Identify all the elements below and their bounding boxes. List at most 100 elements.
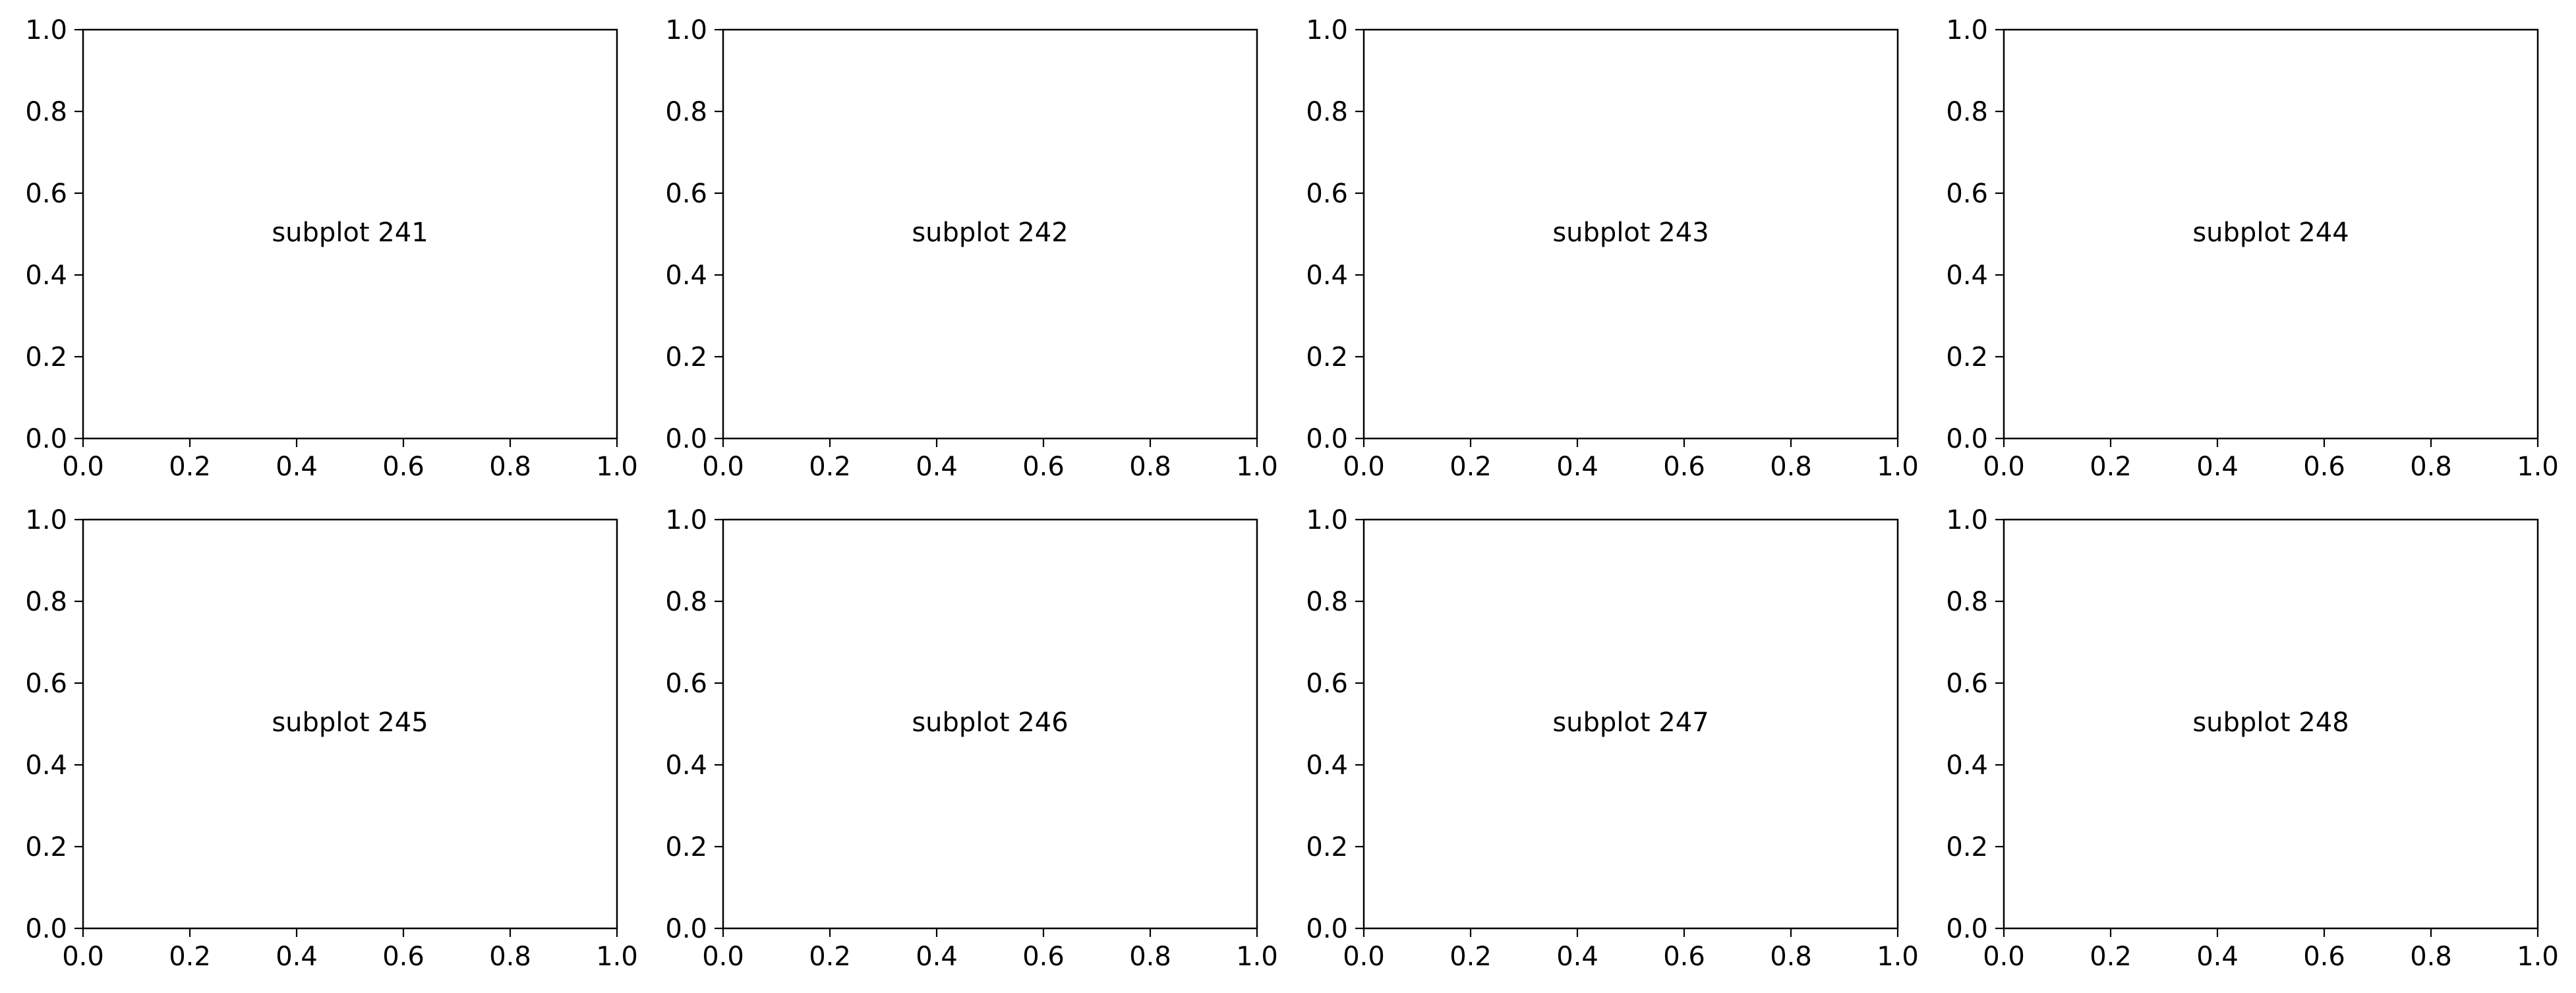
y-tick-label: 0.8	[1946, 587, 1988, 617]
x-tick-label: 0.4	[276, 942, 318, 972]
axes-3: 0.0 0.2 0.4 0.6 0.8 1.0 0.0 0.2 0.4 0.6 0.8 1.0 subp…	[1306, 15, 1918, 482]
y-tick-label: 1.0	[665, 505, 707, 535]
x-tick-label: 1.0	[2517, 452, 2559, 482]
x-tick-label: 0.8	[1129, 452, 1171, 482]
y-tick-label: 0.8	[1306, 587, 1348, 617]
x-tick-label: 0.4	[2196, 452, 2239, 482]
x-tick-label: 0.6	[382, 942, 424, 972]
y-tick-label: 0.4	[1306, 750, 1348, 781]
x-tick-label: 1.0	[596, 942, 638, 972]
axes-8: 0.0 0.2 0.4 0.6 0.8 1.0 0.0 0.2 0.4 0.6 0.8 1.0 subp…	[1946, 505, 2558, 972]
y-tick-label: 0.4	[25, 750, 67, 781]
axes-4: 0.0 0.2 0.4 0.6 0.8 1.0 0.0 0.2 0.4 0.6 0.8 1.0 subp…	[1946, 15, 2558, 482]
x-tick-label: 0.4	[276, 452, 318, 482]
subplot-annotation: subplot 244	[2192, 218, 2349, 248]
x-tick-label: 0.6	[1022, 452, 1065, 482]
x-tick-label: 0.8	[1770, 452, 1812, 482]
x-tick-label: 0.2	[1449, 942, 1492, 972]
x-tick-label: 0.6	[1022, 942, 1065, 972]
y-tick-label: 0.2	[665, 342, 707, 373]
y-tick-label: 0.8	[25, 587, 67, 617]
y-tick-label: 0.4	[1946, 750, 1988, 781]
x-tick-label: 0.8	[2410, 452, 2452, 482]
x-tick-label: 0.2	[2090, 942, 2132, 972]
y-tick-label: 0.8	[1946, 97, 1988, 127]
subplot-annotation: subplot 247	[1552, 707, 1709, 738]
axes-frame	[2003, 518, 2539, 930]
y-tick-label: 0.2	[1946, 832, 1988, 862]
x-tick-label: 0.0	[1343, 452, 1385, 482]
y-tick-label: 0.8	[1306, 97, 1348, 127]
x-tick-label: 0.4	[916, 452, 958, 482]
y-tick-label: 0.6	[1306, 179, 1348, 209]
y-tick-label: 0.2	[1306, 342, 1348, 373]
x-tick-label: 1.0	[1236, 942, 1278, 972]
x-tick-label: 0.8	[1129, 942, 1171, 972]
x-tick-label: 0.8	[2410, 942, 2452, 972]
x-tick-label: 1.0	[1877, 942, 1919, 972]
x-tick-label: 0.8	[489, 452, 531, 482]
subplot-annotation: subplot 245	[272, 707, 428, 738]
x-tick-label: 0.8	[489, 942, 531, 972]
y-tick-label: 1.0	[25, 15, 67, 45]
y-tick-label: 0.0	[1306, 424, 1348, 454]
y-tick-label: 0.6	[665, 669, 707, 699]
x-tick-label: 0.0	[1983, 452, 2025, 482]
x-tick-label: 0.4	[2196, 942, 2239, 972]
y-tick-label: 0.4	[1946, 260, 1988, 291]
x-tick-label: 1.0	[1236, 452, 1278, 482]
y-tick-label: 0.2	[1946, 342, 1988, 373]
y-tick-label: 0.2	[25, 832, 67, 862]
y-tick-label: 1.0	[665, 15, 707, 45]
y-tick-label: 0.4	[1306, 260, 1348, 291]
axes-1: 0.0 0.2 0.4 0.6 0.8 1.0 0.0 0.2 0.4 0.6 0.8 1.0 subp…	[25, 15, 637, 482]
y-tick-label: 0.6	[1946, 669, 1988, 699]
y-tick-label: 0.8	[665, 587, 707, 617]
x-tick-label: 0.6	[382, 452, 424, 482]
x-tick-label: 0.8	[1770, 942, 1812, 972]
x-tick-label: 0.2	[2090, 452, 2132, 482]
y-tick-label: 0.8	[665, 97, 707, 127]
x-tick-label: 0.6	[1663, 942, 1705, 972]
y-tick-label: 0.0	[1306, 914, 1348, 944]
x-tick-label: 0.0	[1983, 942, 2025, 972]
y-tick-label: 0.6	[1946, 179, 1988, 209]
x-tick-label: 0.4	[1556, 452, 1598, 482]
axes-layer: 0.0 0.2 0.4 0.6 0.8 1.0 0.0 0.2 0.4 0.6 0.8 1.0 subp…	[25, 15, 2558, 972]
x-tick-label: 1.0	[2517, 942, 2559, 972]
y-tick-label: 0.6	[1306, 669, 1348, 699]
x-tick-label: 0.2	[169, 452, 211, 482]
axes-frame	[82, 28, 618, 440]
x-tick-label: 0.4	[1556, 942, 1598, 972]
x-tick-label: 0.0	[702, 942, 744, 972]
y-tick-label: 0.2	[665, 832, 707, 862]
axes-7: 0.0 0.2 0.4 0.6 0.8 1.0 0.0 0.2 0.4 0.6 0.8 1.0 subp…	[1306, 505, 1918, 972]
x-tick-label: 0.6	[2303, 452, 2345, 482]
y-tick-label: 0.2	[1306, 832, 1348, 862]
subplot-annotation: subplot 246	[912, 707, 1068, 738]
x-tick-label: 0.2	[809, 452, 851, 482]
y-tick-label: 0.0	[665, 424, 707, 454]
y-tick-label: 0.2	[25, 342, 67, 373]
y-tick-label: 0.0	[1946, 914, 1988, 944]
x-tick-label: 0.2	[1449, 452, 1492, 482]
x-tick-label: 0.0	[62, 452, 104, 482]
axes-5: 0.0 0.2 0.4 0.6 0.8 1.0 0.0 0.2 0.4 0.6 0.8 1.0 subp…	[25, 505, 637, 972]
axes-frame	[722, 28, 1258, 440]
y-tick-label: 0.0	[1946, 424, 1988, 454]
subplot-annotation: subplot 242	[912, 218, 1068, 248]
y-tick-label: 0.4	[665, 750, 707, 781]
y-tick-label: 0.4	[665, 260, 707, 291]
axes-frame	[722, 518, 1258, 930]
x-tick-label: 0.0	[62, 942, 104, 972]
y-tick-label: 1.0	[25, 505, 67, 535]
x-tick-label: 0.4	[916, 942, 958, 972]
x-tick-label: 1.0	[596, 452, 638, 482]
axes-frame	[1362, 28, 1899, 440]
y-tick-label: 1.0	[1306, 505, 1348, 535]
y-tick-label: 0.6	[25, 179, 67, 209]
x-tick-label: 0.6	[2303, 942, 2345, 972]
y-tick-label: 0.6	[665, 179, 707, 209]
axes-frame	[1362, 518, 1899, 930]
